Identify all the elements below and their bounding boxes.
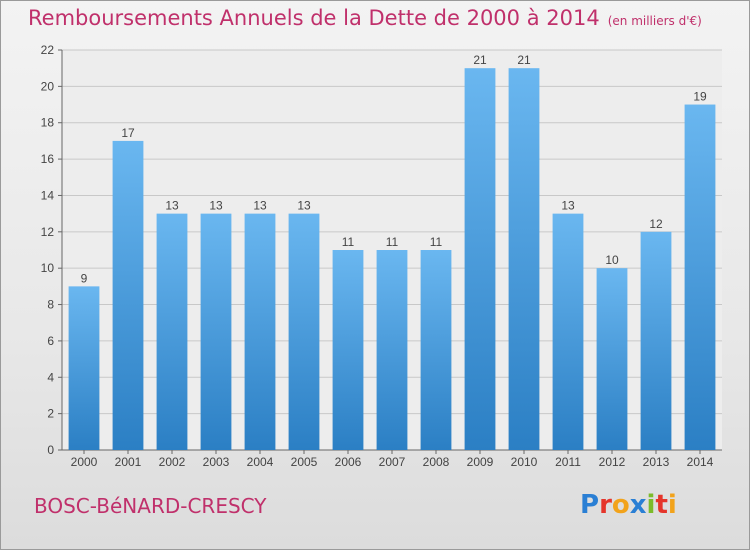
data-label: 21 [517,53,531,67]
data-label: 13 [165,199,179,213]
data-label: 9 [81,271,88,285]
x-tick-label: 2000 [71,455,98,469]
data-label: 11 [342,235,355,249]
y-tick-label: 22 [41,43,55,57]
x-tick-label: 2001 [115,455,142,469]
x-tick-label: 2011 [555,455,581,469]
logo-letter: t [655,490,668,520]
x-tick-label: 2009 [467,455,494,469]
bar [112,140,144,450]
data-label: 13 [209,199,223,213]
y-tick-label: 8 [47,298,54,312]
chart-title-text: Remboursements Annuels de la Dette de 20… [28,6,600,30]
chart-subtitle: (en milliers d'€) [607,14,702,28]
x-tick-label: 2014 [687,455,714,469]
bars [68,68,716,450]
bar [684,104,716,450]
x-tick-label: 2004 [247,455,274,469]
x-tick-label: 2013 [643,455,670,469]
bar [596,268,628,450]
logo-letter: r [599,490,612,520]
bar [68,286,100,450]
bar [508,68,540,450]
data-label: 12 [649,217,663,231]
proxiti-logo[interactable]: Proxiti [580,490,677,520]
bar [156,213,188,450]
y-tick-label: 6 [47,334,54,348]
logo-letter: x [629,490,647,520]
bar [552,213,584,450]
data-label: 13 [561,199,575,213]
logo-letter: P [580,490,600,520]
x-tick-label: 2003 [203,455,230,469]
y-tick-label: 12 [41,225,55,239]
logo-letter: o [611,490,630,520]
y-tick-label: 0 [47,443,54,457]
bar [200,213,232,450]
data-label: 11 [386,235,399,249]
logo-letter: i [646,490,656,520]
x-tick-label: 2006 [335,455,362,469]
x-tick-label: 2007 [379,455,406,469]
data-label: 10 [605,253,619,267]
y-tick-label: 16 [41,152,55,166]
y-tick-label: 14 [41,188,55,202]
x-tick-label: 2012 [599,455,626,469]
y-tick-label: 20 [41,79,55,93]
y-tick-label: 18 [41,116,55,130]
data-label: 21 [473,53,487,67]
y-tick-label: 10 [41,261,55,275]
data-label: 17 [121,126,135,140]
data-labels: 9 17 13 13 13 13 11 11 11 21 21 13 10 12 19 [81,53,707,285]
y-tick-label: 4 [47,370,54,384]
bar [332,250,364,450]
x-tick-label: 2005 [291,455,318,469]
bar [640,231,672,450]
chart-title: Remboursements Annuels de la Dette de 20… [28,6,702,30]
logo-letter: i [667,490,677,520]
bar [244,213,276,450]
data-label: 13 [253,199,267,213]
y-tick-label: 2 [47,407,54,421]
data-label: 19 [693,90,707,104]
commune-name: BOSC-BéNARD-CRESCY [34,494,267,518]
x-tick-label: 2010 [511,455,538,469]
bar [464,68,496,450]
data-label: 11 [430,235,443,249]
bar [420,250,452,450]
bar [376,250,408,450]
x-tick-label: 2008 [423,455,450,469]
data-label: 13 [297,199,311,213]
bar [288,213,320,450]
x-tick-label: 2002 [159,455,186,469]
